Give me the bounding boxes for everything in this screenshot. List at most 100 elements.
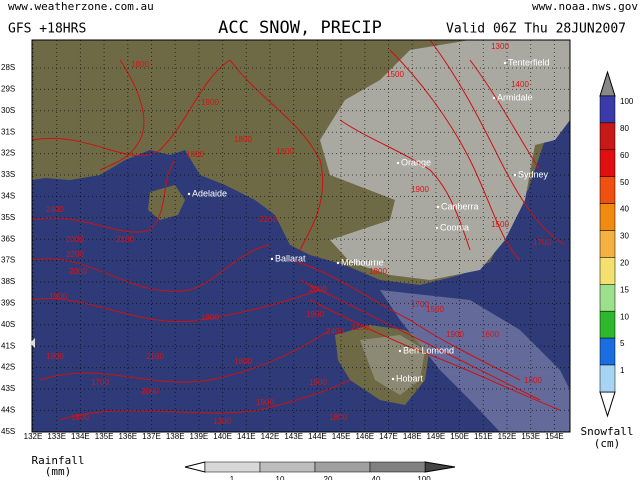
lon-label: 152E	[498, 432, 517, 441]
map-title: ACC SNOW, PRECIP	[218, 18, 382, 38]
rainfall-label: Rainfall (mm)	[32, 454, 85, 478]
colorbar-tick: 15	[620, 285, 629, 294]
contour-label: 2100	[146, 352, 164, 361]
contour-label: 1900	[411, 185, 429, 194]
site-url: www.weatherzone.com.au	[8, 0, 154, 13]
city-label: Adelaide	[192, 188, 227, 198]
rainbar-cell	[314, 461, 371, 473]
city-dot	[435, 226, 439, 230]
colorbar-cell	[599, 337, 616, 366]
colorbar-cell	[599, 230, 616, 258]
city-dot	[492, 96, 496, 100]
map-labels: Tenterfield Armidale Orange Sydney Adelaide C…	[46, 42, 551, 426]
lon-label: 146E	[355, 432, 374, 441]
contour-label: 1500	[426, 305, 444, 314]
contour-label: 1400	[511, 80, 529, 89]
colorbar-cell	[599, 203, 616, 231]
city-dot	[503, 61, 507, 65]
lon-label: 153E	[521, 432, 540, 441]
city-dot	[187, 192, 191, 196]
colorbar-cell	[599, 310, 616, 339]
colorbar-tick: 100	[620, 97, 634, 106]
lat-label: 45S	[1, 427, 15, 436]
snow-tas	[360, 335, 425, 395]
colorbar-tick: 40	[620, 205, 629, 214]
city-dot	[436, 205, 440, 209]
lat-label: 39S	[1, 299, 15, 308]
rainbar-right	[424, 461, 456, 473]
lon-label: 134E	[71, 432, 90, 441]
lat-label: 38S	[1, 277, 15, 286]
colorbar-cell	[599, 95, 616, 124]
edge-mark	[30, 338, 35, 348]
city-label: Ballarat	[275, 253, 306, 263]
colorbar-tick: 20	[620, 259, 629, 268]
rain-area	[380, 290, 570, 432]
lat-label: 28S	[1, 63, 15, 72]
lat-label: 35S	[1, 213, 15, 222]
colorbar-tick: 10	[620, 312, 629, 321]
lon-label: 147E	[379, 432, 398, 441]
contour-label: 1800	[186, 150, 204, 159]
lon-label: 140E	[213, 432, 232, 441]
city-dot	[398, 349, 402, 353]
lon-label: 137E	[142, 432, 161, 441]
contour-label: 1500	[386, 70, 404, 79]
rainbar-tick: 10	[276, 475, 285, 480]
contour-label: 1900	[256, 398, 274, 407]
colorbar-top	[599, 70, 616, 97]
lon-label: 135E	[95, 432, 114, 441]
lon-label: 141E	[237, 432, 256, 441]
rainbar-tick: 40	[372, 475, 381, 480]
contour-label: 1300	[491, 42, 509, 51]
contour-label: 1300	[213, 417, 231, 426]
lat-label: 40S	[1, 320, 15, 329]
city-dot	[513, 173, 517, 177]
city-label: Hobart	[396, 373, 424, 383]
contour-label: 1700	[411, 300, 429, 309]
grid	[32, 40, 570, 432]
contour-label: 1700	[91, 378, 109, 387]
lat-label: 43S	[1, 384, 15, 393]
colorbar-cell	[599, 364, 616, 393]
rainbar-cell	[204, 461, 261, 473]
snowfall-colorbar: 100 80 60 50 40 30 20 15 10 5 1	[599, 70, 634, 418]
map-area: Tenterfield Armidale Orange Sydney Adelaide C…	[32, 40, 570, 432]
lon-label: 154E	[545, 432, 564, 441]
city-label: Melbourne	[341, 257, 384, 267]
contour-label: 2200	[66, 250, 84, 259]
lon-label: 144E	[308, 432, 327, 441]
contour-label: 1900	[201, 98, 219, 107]
contour-label: 2100	[351, 323, 369, 332]
snowfall-label: Snowfall (cm)	[581, 425, 634, 450]
lat-label: 34S	[1, 192, 15, 201]
city-label: Orange	[401, 157, 431, 167]
colorbar-tick: 50	[620, 178, 629, 187]
lon-label: 149E	[427, 432, 446, 441]
rainbar-tick: 100	[417, 475, 431, 480]
colorbar-cell	[599, 257, 616, 285]
rainbar-left	[184, 461, 206, 473]
lat-label: 41S	[1, 341, 15, 350]
contour-label: 2000	[69, 267, 87, 276]
contour-label: 2300	[66, 235, 84, 244]
city-dot	[391, 377, 395, 381]
contour-label: 1500	[491, 220, 509, 229]
lat-label: 37S	[1, 256, 15, 265]
city-label: Canberra	[441, 201, 479, 211]
colorbar-bottom	[599, 391, 616, 418]
contour-label: 1900	[49, 292, 67, 301]
lon-label: 143E	[284, 432, 303, 441]
lat-label: 36S	[1, 234, 15, 243]
lat-label: 30S	[1, 106, 15, 115]
contour-label: 1600	[276, 147, 294, 156]
colorbar-tick: 80	[620, 124, 629, 133]
lon-label: 139E	[190, 432, 209, 441]
lon-label: 132E	[24, 432, 43, 441]
colorbar-cell	[599, 149, 616, 177]
contour-label: 2100	[116, 235, 134, 244]
colorbar-cell	[599, 122, 616, 151]
contour-label: 2400	[46, 205, 64, 214]
